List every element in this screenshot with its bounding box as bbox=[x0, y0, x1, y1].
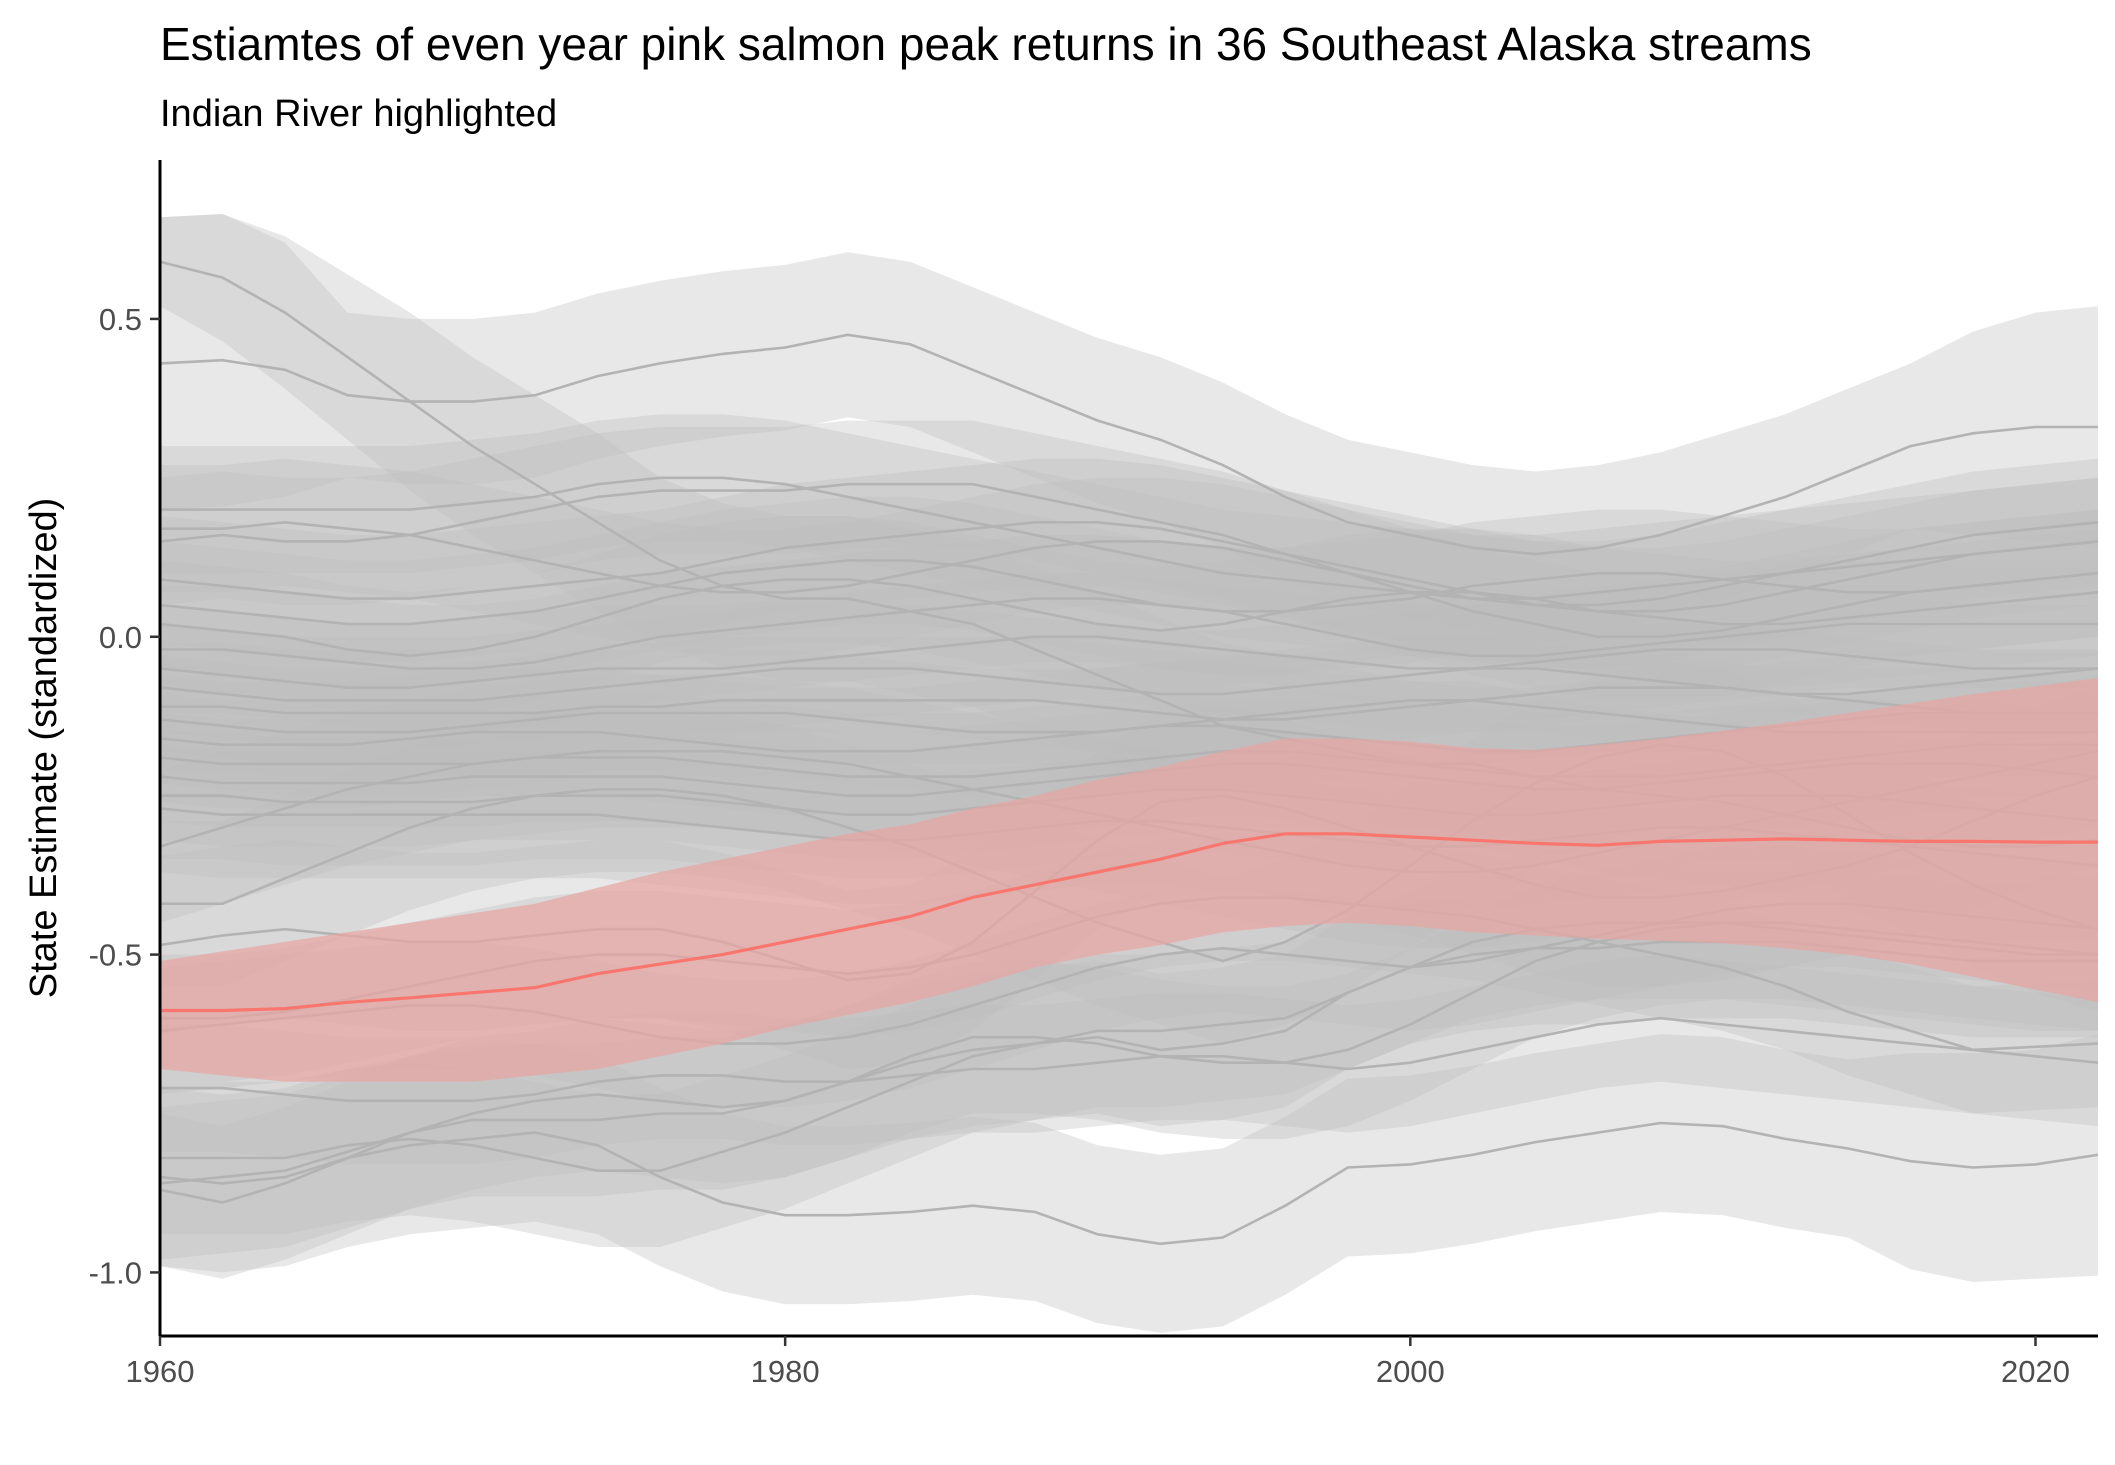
y-axis-label: State Estimate (standardized) bbox=[23, 498, 65, 999]
stream-line-12 bbox=[160, 686, 2098, 721]
axes: 0.5 0.0 -0.5 -1.0 1960 1980 2000 2020 bbox=[89, 160, 2098, 1389]
chart-subtitle: Indian River highlighted bbox=[160, 93, 557, 135]
stream-line-4 bbox=[160, 520, 2098, 607]
highlight-group bbox=[160, 678, 2098, 1082]
y-tick-label: -1.0 bbox=[89, 1255, 142, 1290]
x-tick-label: 1980 bbox=[751, 1354, 820, 1389]
stream-line-8 bbox=[160, 578, 2098, 658]
indian-river-band bbox=[160, 678, 2098, 1082]
stream-line-7 bbox=[160, 559, 2098, 626]
stream-line-24 bbox=[160, 1016, 2098, 1103]
stream-line-28 bbox=[160, 1121, 2098, 1246]
y-tick-label: -0.5 bbox=[89, 938, 142, 973]
stream-band-4 bbox=[160, 458, 2098, 669]
x-tick-label: 1960 bbox=[126, 1354, 195, 1389]
y-tick-label: 0.0 bbox=[99, 620, 142, 655]
stream-line-6 bbox=[160, 521, 2098, 613]
stream-band-28 bbox=[160, 1034, 2098, 1333]
stream-band-11 bbox=[160, 605, 2098, 764]
stream-line-9 bbox=[160, 597, 2098, 670]
stream-line-2 bbox=[160, 333, 2098, 556]
chart-title: Estiamtes of even year pink salmon peak … bbox=[160, 18, 1812, 70]
stream-band-2 bbox=[160, 214, 2098, 637]
stream-band-3 bbox=[160, 414, 2098, 663]
stream-line-5 bbox=[160, 482, 2098, 639]
indian-river-line bbox=[160, 832, 2098, 1013]
stream-line-10 bbox=[160, 635, 2098, 689]
stream-band-8 bbox=[160, 516, 2098, 720]
stream-band-25 bbox=[160, 865, 2098, 1247]
x-tick-label: 2020 bbox=[2001, 1354, 2070, 1389]
stream-band-6 bbox=[160, 458, 2098, 675]
stream-band-5 bbox=[160, 420, 2098, 701]
stream-band-26 bbox=[160, 846, 2098, 1260]
y-tick-label: 0.5 bbox=[99, 302, 142, 337]
x-tick-label: 2000 bbox=[1376, 1354, 1445, 1389]
